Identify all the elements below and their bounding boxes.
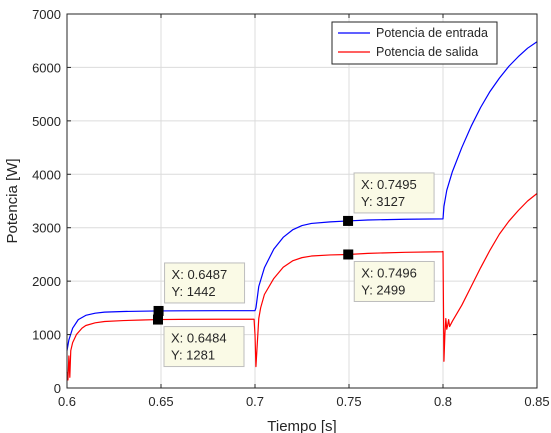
x-axis-label: Tiempo [s] <box>267 418 336 433</box>
datatip-box <box>164 262 246 304</box>
y-axis-label: Potencia [W] <box>4 158 21 243</box>
datatip-x: X: 0.6487 <box>172 267 228 282</box>
y-tick-label: 0 <box>54 381 61 396</box>
y-tick-label: 2000 <box>32 274 61 289</box>
datatip-x: X: 0.6484 <box>171 331 227 346</box>
y-tick-label: 1000 <box>32 328 61 343</box>
datatips: X: 0.6487 Y: 1442 X: 0.6484 Y: 1281 X: 0.749… <box>152 172 435 368</box>
datatip-y: Y: 1281 <box>171 348 215 363</box>
datatip-marker <box>343 249 354 260</box>
datatip-x: X: 0.7496 <box>361 265 417 280</box>
datatip-box <box>353 260 435 302</box>
plot-background <box>67 14 537 388</box>
x-tick-label: 0.7 <box>246 394 264 409</box>
legend-label-salida: Potencia de salida <box>376 45 478 59</box>
datatip-marker <box>153 305 164 316</box>
datatip-y: Y: 1442 <box>172 284 216 299</box>
x-tick-label: 0.85 <box>524 394 549 409</box>
series-line-salida <box>66 193 538 381</box>
axis-ticks: 0 1000 2000 3000 4000 5000 6000 7000 0.6 0.65 0.7 0… <box>32 7 550 409</box>
y-tick-label: 4000 <box>32 167 61 182</box>
y-tick-label: 7000 <box>32 7 61 22</box>
x-tick-label: 0.75 <box>336 394 361 409</box>
plot-border <box>66 13 538 389</box>
datatip-box <box>163 326 245 368</box>
legend-label-entrada: Potencia de entrada <box>376 26 488 40</box>
x-tick-label: 0.6 <box>58 394 76 409</box>
legend: Potencia de entrada Potencia de salida <box>331 21 498 65</box>
series-lines <box>66 41 538 381</box>
series-line-entrada <box>66 41 538 351</box>
datatip-marker <box>152 314 163 325</box>
y-tick-label: 6000 <box>32 60 61 75</box>
x-tick-label: 0.65 <box>148 394 173 409</box>
datatip-marker <box>343 215 354 226</box>
y-tick-label: 3000 <box>32 221 61 236</box>
datatip-y: Y: 2499 <box>361 282 405 297</box>
y-tick-label: 5000 <box>32 114 61 129</box>
datatip-box <box>353 172 435 214</box>
legend-box <box>331 21 498 65</box>
datatip-x: X: 0.7495 <box>361 177 417 192</box>
datatip-y: Y: 3127 <box>361 194 405 209</box>
x-tick-label: 0.8 <box>434 394 452 409</box>
